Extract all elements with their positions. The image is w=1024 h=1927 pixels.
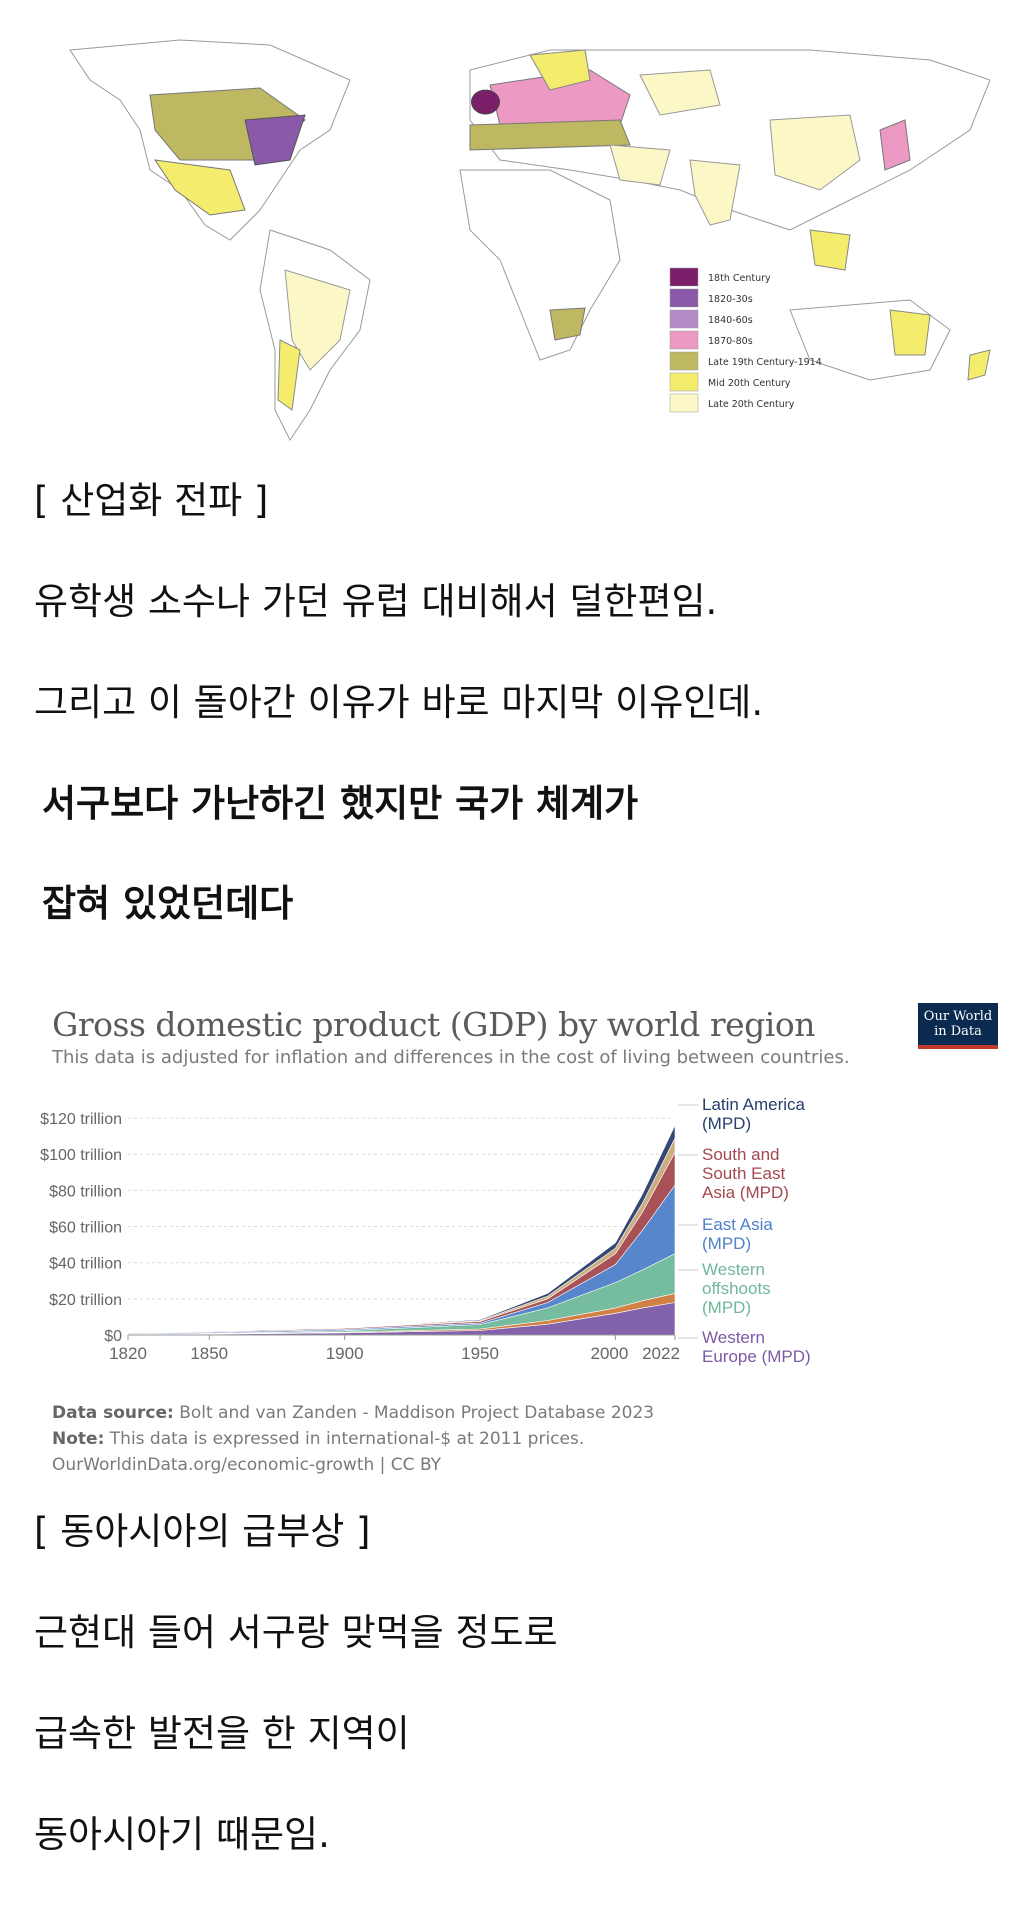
- region-india: [689, 159, 741, 226]
- map-africa: [459, 169, 621, 361]
- map-legend-label: 18th Century: [708, 273, 771, 284]
- map-legend-label: 1820-30s: [708, 294, 753, 305]
- region-south-africa: [549, 307, 586, 341]
- text-line-1: 유학생 소수나 가던 유럽 대비해서 덜한편임.: [34, 580, 718, 623]
- map-legend-label: 1840-60s: [708, 315, 753, 326]
- chart-source-text: Bolt and van Zanden - Maddison Project D…: [179, 1403, 655, 1423]
- y-tick-label: $0: [104, 1328, 122, 1345]
- map-legend-swatch: [669, 393, 699, 413]
- region-china: [769, 114, 861, 191]
- region-russia: [639, 69, 721, 116]
- y-tick-label: $20 trillion: [49, 1292, 122, 1309]
- owid-logo-line1: Our World: [923, 1009, 993, 1024]
- region-south-europe-late19: [469, 119, 631, 151]
- chart-subtitle: This data is adjusted for inflation and …: [52, 1047, 850, 1068]
- chart-url: OurWorldinData.org/economic-growth | CC …: [52, 1455, 442, 1475]
- chart-source: Data source: Bolt and van Zanden - Maddi…: [52, 1403, 654, 1423]
- text-line-4: 급속한 발전을 한 지역이: [34, 1712, 410, 1755]
- y-tick-label: $40 trillion: [49, 1256, 122, 1273]
- map-legend-swatch: [669, 309, 699, 329]
- text-line-5: 동아시아기 때문임.: [34, 1813, 330, 1856]
- bold-line-2: 잡혀 있었던데다: [42, 882, 294, 925]
- region-south-america: [284, 269, 351, 371]
- map-legend-swatch: [669, 267, 699, 287]
- region-mexico: [153, 159, 246, 216]
- industrialization-map-image: 18th Century 1820-30s 1840-60s 1870-80s Late…: [30, 10, 1020, 465]
- legend-label: East Asia (MPD): [702, 1215, 773, 1253]
- map-legend-label: 1870-80s: [708, 336, 753, 347]
- map-legend: 18th Century 1820-30s 1840-60s 1870-80s Late…: [669, 267, 822, 413]
- map-legend-label: Late 19th Century-1914: [708, 357, 822, 368]
- legend-label: Western offshoots (MPD): [702, 1260, 771, 1317]
- chart-title: Gross domestic product (GDP) by world re…: [52, 1005, 815, 1044]
- gdp-area-chart: $0 $20 trillion $40 trillion $60 trillion $8…: [40, 1095, 811, 1366]
- x-tick-label: 1900: [326, 1344, 364, 1363]
- chart-note-text: This data is expressed in international-…: [109, 1429, 585, 1449]
- legend-label: South and South East Asia (MPD): [702, 1145, 789, 1202]
- legend-label: Latin America (MPD): [702, 1095, 806, 1133]
- x-tick-label: 2022: [642, 1344, 680, 1363]
- region-scandinavia: [529, 49, 591, 91]
- chart-source-label: Data source:: [52, 1403, 174, 1423]
- caption-industrialization: [ 산업화 전파 ]: [34, 479, 269, 522]
- map-legend-swatch: [669, 330, 699, 350]
- map-legend-label: Mid 20th Century: [708, 378, 791, 389]
- region-britain: [471, 89, 500, 115]
- x-tick-label: 1820: [109, 1344, 147, 1363]
- map-legend-swatch: [669, 288, 699, 308]
- area-series: [127, 1125, 676, 1333]
- map-legend-swatch: [669, 351, 699, 371]
- text-line-3: 근현대 들어 서구랑 맞먹을 정도로: [34, 1611, 558, 1654]
- region-nz: [967, 349, 991, 381]
- y-tick-label: $80 trillion: [49, 1183, 122, 1200]
- region-se-asia: [809, 229, 851, 271]
- region-japan: [879, 119, 911, 171]
- x-tick-label: 1850: [190, 1344, 228, 1363]
- y-tick-label: $60 trillion: [49, 1220, 122, 1237]
- region-south-america-2: [277, 339, 301, 411]
- map-legend-swatch: [669, 372, 699, 392]
- region-australia: [889, 309, 931, 356]
- x-tick-label: 1950: [461, 1344, 499, 1363]
- region-us-east: [244, 114, 306, 166]
- x-tick-label: 2000: [591, 1344, 629, 1363]
- y-tick-label: $100 trillion: [40, 1147, 122, 1164]
- owid-logo: Our World in Data: [918, 1003, 998, 1049]
- map-legend-label: Late 20th Century: [708, 399, 795, 410]
- chart-note: Note: This data is expressed in internat…: [52, 1429, 584, 1449]
- chart-note-label: Note:: [52, 1429, 105, 1449]
- bold-line-1: 서구보다 가난하긴 했지만 국가 체계가: [42, 782, 639, 825]
- region-middle-east: [609, 144, 671, 186]
- y-tick-label: $120 trillion: [40, 1111, 122, 1128]
- caption-east-asia: [ 동아시아의 급부상 ]: [34, 1510, 371, 1553]
- text-line-2: 그리고 이 돌아간 이유가 바로 마지막 이유인데.: [34, 681, 764, 724]
- gdp-chart-image: Gross domestic product (GDP) by world re…: [30, 985, 1020, 1485]
- legend-label: Western Europe (MPD): [702, 1328, 811, 1366]
- owid-logo-line2: in Data: [934, 1024, 982, 1039]
